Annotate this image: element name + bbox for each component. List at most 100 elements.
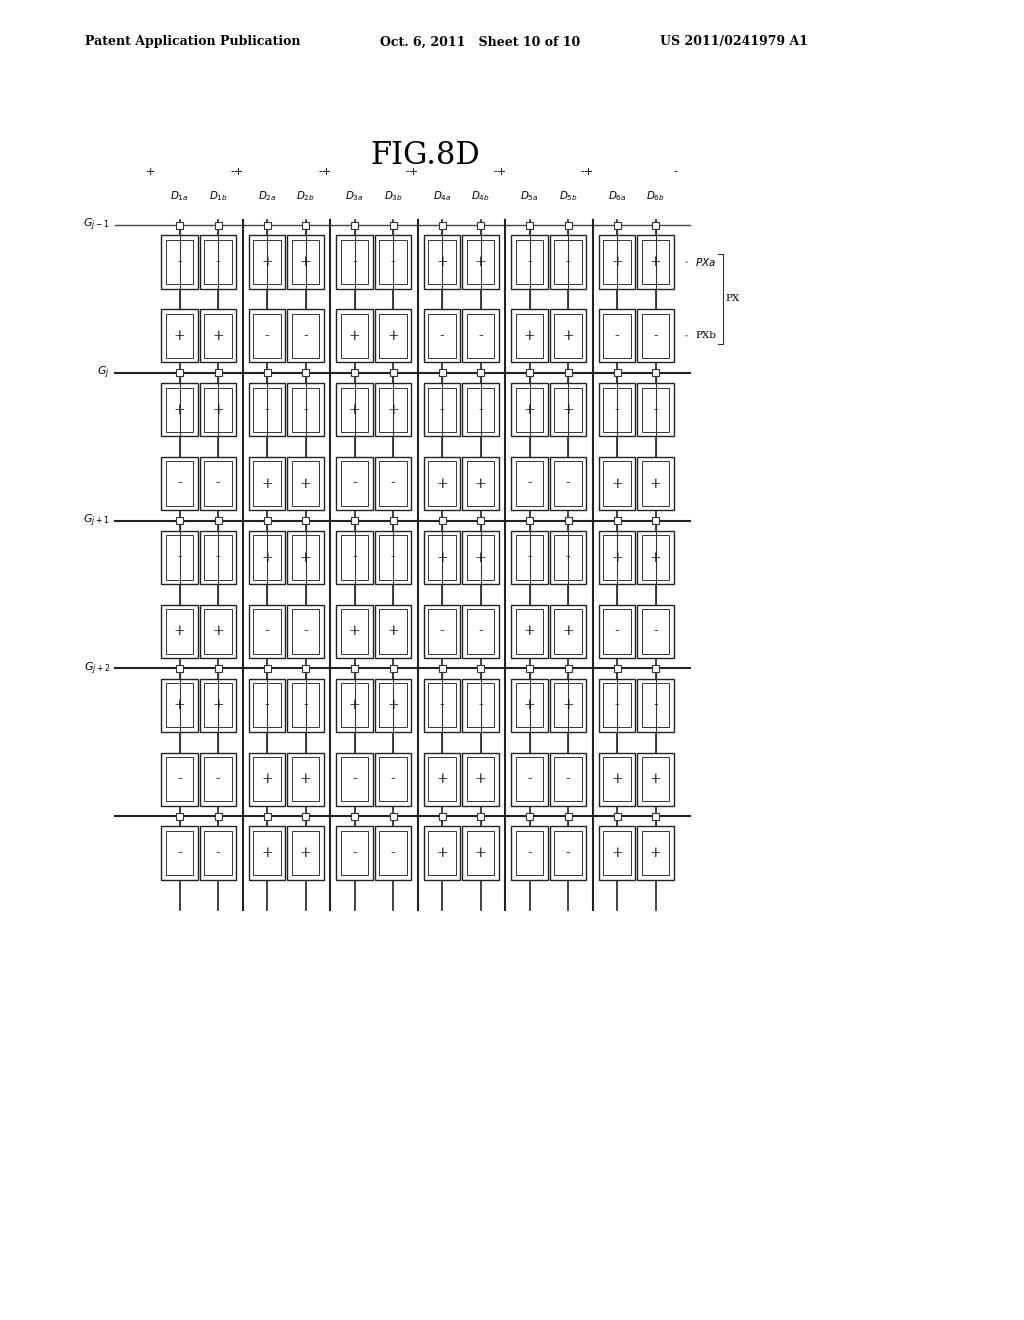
- Bar: [200, 309, 237, 363]
- Bar: [515, 536, 544, 579]
- Bar: [477, 222, 484, 228]
- Text: -: -: [390, 772, 395, 787]
- Text: -: -: [390, 255, 395, 269]
- Text: +: +: [436, 255, 447, 269]
- Bar: [641, 682, 670, 727]
- Bar: [613, 222, 621, 228]
- Bar: [341, 536, 369, 579]
- Text: $D_{2a}$: $D_{2a}$: [258, 189, 276, 203]
- Bar: [166, 240, 194, 284]
- Bar: [200, 678, 237, 731]
- Bar: [292, 240, 319, 284]
- Bar: [302, 517, 309, 524]
- Bar: [438, 813, 445, 820]
- Bar: [641, 610, 670, 653]
- Bar: [249, 383, 286, 437]
- Text: -: -: [527, 772, 531, 787]
- Bar: [554, 536, 582, 579]
- Text: -: -: [478, 698, 483, 713]
- Bar: [467, 682, 495, 727]
- Bar: [253, 388, 281, 432]
- Bar: [428, 314, 456, 358]
- Text: +: +: [562, 624, 573, 639]
- Bar: [302, 665, 309, 672]
- Bar: [428, 682, 456, 727]
- Bar: [249, 457, 286, 511]
- Text: -: -: [216, 255, 220, 269]
- Text: +: +: [300, 255, 311, 269]
- Bar: [467, 314, 495, 358]
- Text: +: +: [436, 846, 447, 861]
- Text: +: +: [475, 255, 486, 269]
- Bar: [204, 314, 232, 358]
- Text: +: +: [349, 624, 360, 639]
- Bar: [515, 756, 544, 801]
- Bar: [603, 314, 631, 358]
- Text: -: -: [177, 550, 182, 565]
- Text: +: +: [475, 772, 486, 787]
- Bar: [652, 813, 659, 820]
- Text: +: +: [611, 772, 623, 787]
- Bar: [428, 462, 456, 506]
- Text: +: +: [649, 772, 662, 787]
- Text: $D_{3b}$: $D_{3b}$: [384, 189, 402, 203]
- Text: -: -: [216, 477, 220, 491]
- Text: +: +: [174, 698, 185, 713]
- Bar: [564, 222, 571, 228]
- Bar: [249, 531, 286, 583]
- Bar: [424, 531, 461, 583]
- Bar: [652, 222, 659, 228]
- Bar: [554, 682, 582, 727]
- Bar: [375, 235, 412, 289]
- Bar: [389, 370, 396, 376]
- Bar: [526, 370, 534, 376]
- Text: -: -: [439, 624, 444, 639]
- Text: +: +: [436, 772, 447, 787]
- Bar: [249, 235, 286, 289]
- Bar: [511, 752, 548, 805]
- Bar: [351, 517, 358, 524]
- Bar: [424, 457, 461, 511]
- Text: -: -: [653, 329, 657, 343]
- Text: -: -: [264, 624, 269, 639]
- Bar: [375, 457, 412, 511]
- Text: $PXa$: $PXa$: [695, 256, 716, 268]
- Bar: [341, 756, 369, 801]
- Bar: [200, 383, 237, 437]
- Bar: [176, 517, 183, 524]
- Bar: [554, 240, 582, 284]
- Text: -: -: [565, 477, 570, 491]
- Bar: [603, 536, 631, 579]
- Text: -: -: [264, 698, 269, 713]
- Bar: [166, 388, 194, 432]
- Bar: [462, 531, 499, 583]
- Bar: [424, 605, 461, 657]
- Bar: [292, 610, 319, 653]
- Bar: [375, 826, 412, 879]
- Bar: [603, 388, 631, 432]
- Text: $G_{j+2}$: $G_{j+2}$: [84, 660, 110, 677]
- Text: +: +: [300, 477, 311, 491]
- Bar: [462, 235, 499, 289]
- Bar: [204, 388, 232, 432]
- Text: -: -: [390, 846, 395, 861]
- Bar: [161, 383, 198, 437]
- Bar: [641, 388, 670, 432]
- Bar: [379, 610, 407, 653]
- Bar: [554, 314, 582, 358]
- Bar: [176, 665, 183, 672]
- Bar: [287, 309, 324, 363]
- Bar: [637, 605, 674, 657]
- Bar: [467, 756, 495, 801]
- Text: -: -: [177, 772, 182, 787]
- Bar: [336, 235, 373, 289]
- Bar: [263, 665, 270, 672]
- Text: +: +: [174, 624, 185, 639]
- Bar: [204, 610, 232, 653]
- Bar: [564, 517, 571, 524]
- Bar: [603, 462, 631, 506]
- Text: +: +: [300, 846, 311, 861]
- Text: -: -: [614, 403, 620, 417]
- Bar: [351, 222, 358, 228]
- Bar: [375, 309, 412, 363]
